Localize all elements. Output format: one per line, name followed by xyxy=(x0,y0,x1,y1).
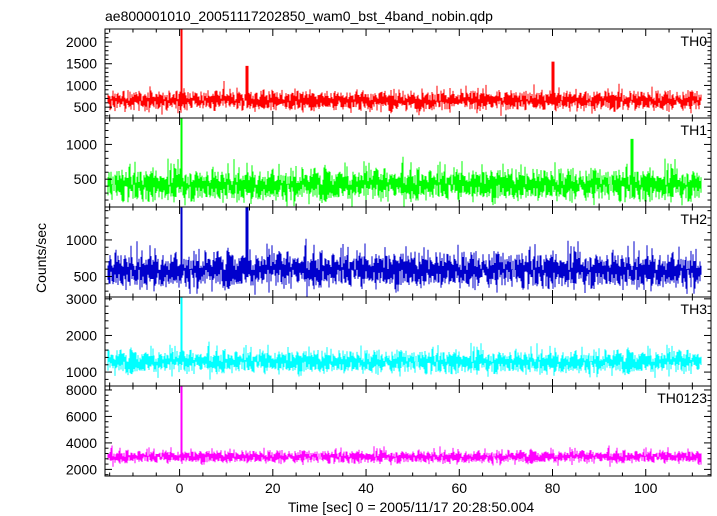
y-tick-label: 1000 xyxy=(66,136,97,152)
y-tick-label: 1000 xyxy=(66,232,97,248)
y-tick-label: 4000 xyxy=(66,435,97,451)
panel-label: TH2 xyxy=(681,211,708,227)
x-axis-label: Time [sec] 0 = 2005/11/17 20:28:50.004 xyxy=(288,499,535,515)
panel-frame xyxy=(104,385,712,477)
panel-th1: 500 1000 TH1 xyxy=(66,117,712,208)
panel-label: TH3 xyxy=(681,301,708,317)
panel-th2: 500 1000 TH2 xyxy=(66,206,712,298)
y-tick-label: 8000 xyxy=(66,382,97,398)
panel-th0123: 2000 4000 6000 8000 TH0123 xyxy=(66,382,712,477)
panel-label: TH0 xyxy=(681,33,708,49)
panel-th3: 1000 2000 3000 TH3 xyxy=(66,291,712,387)
y-tick-label: 500 xyxy=(74,269,98,285)
y-tick-label: 1000 xyxy=(66,77,97,93)
x-tick-label: 60 xyxy=(451,480,467,496)
panel-label: TH0123 xyxy=(657,390,707,406)
panel-th0: 500 1000 1500 2000 TH0 xyxy=(66,28,712,119)
series-line-th2 xyxy=(107,207,702,297)
y-tick-label: 2000 xyxy=(66,34,97,50)
y-tick-label: 500 xyxy=(74,171,98,187)
series-line-th0 xyxy=(107,29,702,116)
chart-title: ae800001010_20051117202850_wam0_bst_4ban… xyxy=(105,8,493,24)
y-tick-label: 1500 xyxy=(66,56,97,72)
y-tick-label: 3000 xyxy=(66,291,97,307)
y-tick-label: 1000 xyxy=(66,364,97,380)
x-tick-label: 80 xyxy=(545,480,561,496)
y-axis-label: Counts/sec xyxy=(33,223,49,293)
x-tick-label: 0 xyxy=(176,480,184,496)
series-line-th1 xyxy=(107,118,702,207)
x-tick-label: 100 xyxy=(634,480,658,496)
y-tick-label: 500 xyxy=(74,99,98,115)
panel-frame xyxy=(104,296,712,387)
series-line-th0123 xyxy=(107,386,702,467)
y-tick-label: 6000 xyxy=(66,408,97,424)
y-tick-label: 2000 xyxy=(66,461,97,477)
panel-label: TH1 xyxy=(681,122,708,138)
x-tick-label: 20 xyxy=(265,480,281,496)
series-line-th3 xyxy=(107,297,702,380)
x-tick-label: 40 xyxy=(358,480,374,496)
y-tick-label: 2000 xyxy=(66,327,97,343)
